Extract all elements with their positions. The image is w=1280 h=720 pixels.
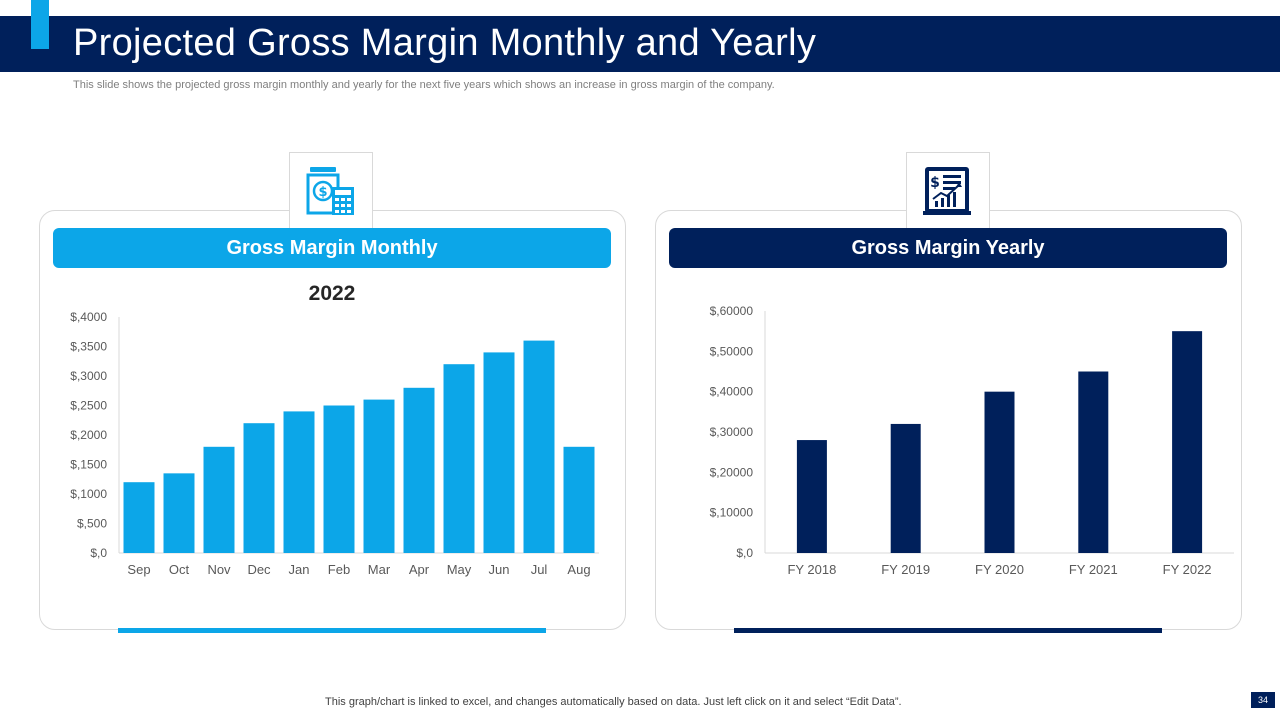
monthly-x-tick-label: Oct <box>169 562 190 577</box>
page-number: 34 <box>1251 692 1275 708</box>
yearly-card <box>655 210 1242 630</box>
monthly-bar <box>363 399 395 553</box>
monthly-x-tick-label: Aug <box>567 562 590 577</box>
monthly-y-tick-label: $,4000 <box>70 310 107 324</box>
financial-report-icon: $ <box>923 167 971 215</box>
yearly-y-tick-label: $,20000 <box>710 465 754 479</box>
monthly-y-tick-label: $,500 <box>77 517 107 531</box>
monthly-bar <box>283 411 315 553</box>
monthly-x-tick-label: May <box>447 562 472 577</box>
title-accent <box>31 0 49 49</box>
monthly-x-tick-label: Mar <box>368 562 391 577</box>
yearly-x-tick-label: FY 2020 <box>975 562 1024 577</box>
monthly-bar <box>403 387 435 553</box>
monthly-x-tick-label: Jan <box>289 562 310 577</box>
yearly-x-tick-label: FY 2021 <box>1069 562 1118 577</box>
monthly-y-tick-label: $,0 <box>90 546 107 560</box>
yearly-x-tick-label: FY 2019 <box>881 562 930 577</box>
monthly-y-tick-label: $,1500 <box>70 458 107 472</box>
yearly-bar <box>796 440 827 553</box>
yearly-y-tick-label: $,30000 <box>710 425 754 439</box>
yearly-y-tick-label: $,10000 <box>710 506 754 520</box>
monthly-y-tick-label: $,2000 <box>70 428 107 442</box>
yearly-x-tick-label: FY 2022 <box>1163 562 1212 577</box>
footer-note: This graph/chart is linked to excel, and… <box>325 696 902 708</box>
monthly-y-tick-label: $,2500 <box>70 399 107 413</box>
monthly-bar <box>483 352 515 553</box>
yearly-underline <box>734 628 1162 633</box>
monthly-bar <box>323 405 355 553</box>
monthly-y-tick-label: $,3500 <box>70 340 107 354</box>
monthly-bar <box>163 473 195 553</box>
monthly-x-tick-label: Sep <box>127 562 150 577</box>
monthly-bar <box>523 340 555 553</box>
monthly-underline <box>118 628 546 633</box>
yearly-y-tick-label: $,0 <box>736 546 753 560</box>
yearly-y-tick-label: $,40000 <box>710 385 754 399</box>
monthly-x-tick-label: Dec <box>247 562 271 577</box>
yearly-bar <box>890 423 921 553</box>
svg-text:$: $ <box>930 175 940 191</box>
monthly-chart-title: 2022 <box>309 282 356 305</box>
yearly-bar <box>984 391 1015 553</box>
svg-text:$: $ <box>318 185 327 200</box>
yearly-bar <box>1172 331 1203 553</box>
yearly-bar <box>1078 371 1109 553</box>
monthly-bar <box>443 364 475 553</box>
monthly-heading: Gross Margin Monthly <box>53 228 611 268</box>
money-jar-calculator-icon: $ <box>306 167 354 215</box>
yearly-x-tick-label: FY 2018 <box>787 562 836 577</box>
monthly-x-tick-label: Jun <box>489 562 510 577</box>
monthly-bar <box>203 446 235 553</box>
title-bar <box>0 16 1280 72</box>
yearly-y-tick-label: $,60000 <box>710 304 754 318</box>
financial-report-icon-box: $ <box>906 152 990 231</box>
monthly-x-tick-label: Jul <box>531 562 548 577</box>
monthly-y-tick-label: $,3000 <box>70 369 107 383</box>
monthly-bar <box>123 482 155 553</box>
monthly-x-tick-label: Feb <box>328 562 350 577</box>
monthly-y-tick-label: $,1000 <box>70 487 107 501</box>
page-subtitle: This slide shows the projected gross mar… <box>73 79 775 91</box>
monthly-x-tick-label: Nov <box>207 562 231 577</box>
yearly-heading: Gross Margin Yearly <box>669 228 1227 268</box>
monthly-bar <box>243 423 275 553</box>
yearly-y-tick-label: $,50000 <box>710 344 754 358</box>
monthly-bar <box>563 446 595 553</box>
page-title: Projected Gross Margin Monthly and Yearl… <box>73 22 817 64</box>
monthly-x-tick-label: Apr <box>409 562 430 577</box>
